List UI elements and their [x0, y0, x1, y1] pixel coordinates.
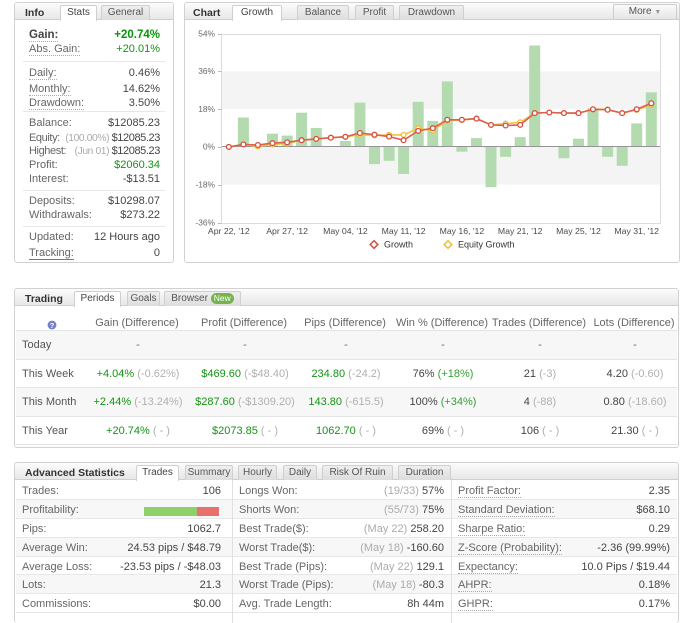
svg-text:Apr 27, '12: Apr 27, '12 [266, 226, 308, 236]
svg-text:May 16, '12: May 16, '12 [440, 226, 485, 236]
svg-text:May 25, '12: May 25, '12 [556, 226, 601, 236]
svg-text:Apr 22, '12: Apr 22, '12 [208, 226, 250, 236]
svg-text:0%: 0% [203, 142, 216, 152]
svg-text:May 21, '12: May 21, '12 [498, 226, 543, 236]
svg-text:36%: 36% [198, 66, 215, 76]
svg-text:18%: 18% [198, 104, 215, 114]
svg-text:-18%: -18% [195, 180, 215, 190]
svg-text:May 11, '12: May 11, '12 [382, 226, 426, 236]
svg-text:?: ? [50, 321, 55, 330]
svg-text:May 31, '12: May 31, '12 [614, 226, 659, 236]
svg-text:Growth: Growth [384, 240, 413, 250]
svg-text:Equity Growth: Equity Growth [458, 240, 515, 250]
svg-text:54%: 54% [198, 28, 215, 38]
svg-text:May 04, '12: May 04, '12 [323, 226, 368, 236]
svg-text:-36%: -36% [195, 217, 215, 227]
